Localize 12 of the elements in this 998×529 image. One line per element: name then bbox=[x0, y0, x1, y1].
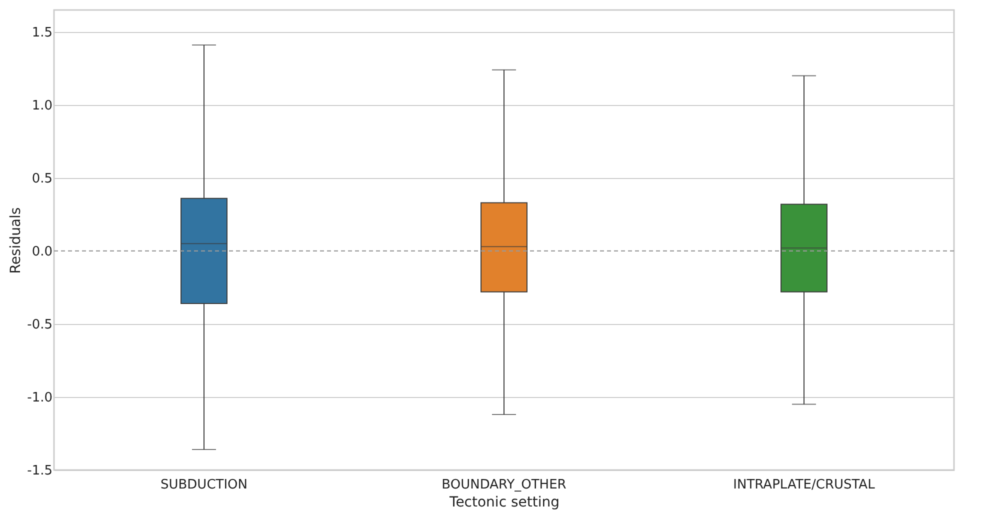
y-tick-label: -1.0 bbox=[27, 390, 52, 406]
x-tick-label: SUBDUCTION bbox=[160, 478, 248, 492]
y-tick-label: 1.5 bbox=[32, 25, 52, 40]
y-axis-title: Residuals bbox=[8, 207, 24, 274]
y-tick-label: -0.5 bbox=[27, 317, 52, 332]
x-tick-label: INTRAPLATE/CRUSTAL bbox=[733, 478, 876, 492]
y-tick-label: 0.0 bbox=[32, 244, 52, 260]
x-tick-label: BOUNDARY_OTHER bbox=[442, 478, 566, 492]
x-axis-title: Tectonic setting bbox=[448, 494, 560, 510]
y-tick-label: -1.5 bbox=[27, 464, 52, 478]
y-tick-label: 1.0 bbox=[32, 98, 52, 114]
y-tick-label: 0.5 bbox=[32, 171, 52, 186]
